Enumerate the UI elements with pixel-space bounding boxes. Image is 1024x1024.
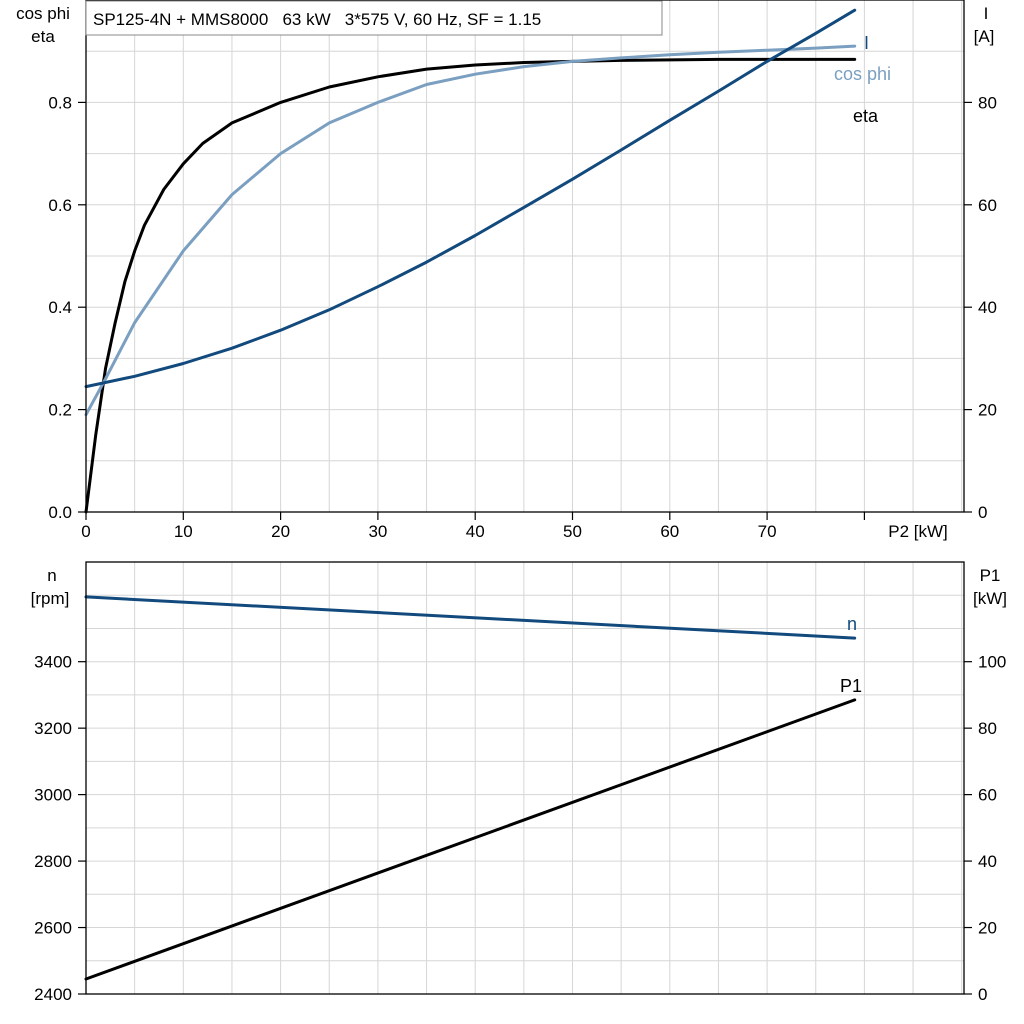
bottom-right-tick-label: 0 bbox=[978, 985, 987, 1004]
top-left-tick-label: 0.8 bbox=[48, 93, 72, 112]
top-right-tick-label: 60 bbox=[978, 196, 997, 215]
bottom-left-tick-label: 2400 bbox=[34, 985, 72, 1004]
bottom-left-axis-label-1: n bbox=[47, 566, 56, 585]
top-left-tick-label: 0.6 bbox=[48, 196, 72, 215]
top-right-tick-label: 0 bbox=[978, 503, 987, 522]
bottom-left-axis-label-2: [rpm] bbox=[31, 589, 70, 608]
x-tick-label: 60 bbox=[660, 522, 679, 541]
bottom-left-tick-label: 2800 bbox=[34, 852, 72, 871]
top-right-tick-label: 40 bbox=[978, 298, 997, 317]
bottom-right-axis-label-1: P1 bbox=[980, 566, 1001, 585]
bottom-left-tick-label: 3400 bbox=[34, 653, 72, 672]
top-left-tick-label: 0.2 bbox=[48, 401, 72, 420]
top-right-axis-label-2: [A] bbox=[974, 27, 995, 46]
series-label-eta: eta bbox=[853, 106, 879, 126]
bottom-right-axis-label-2: [kW] bbox=[973, 589, 1007, 608]
x-axis-label: P2 [kW] bbox=[888, 522, 948, 541]
top-chart-curves bbox=[84, 8, 857, 514]
top-left-tick-label: 0.4 bbox=[48, 298, 72, 317]
top-right-tick-label: 80 bbox=[978, 93, 997, 112]
bottom-right-tick-label: 60 bbox=[978, 786, 997, 805]
x-tick-label: 10 bbox=[174, 522, 193, 541]
bottom-chart-curves bbox=[84, 595, 857, 981]
top-left-axis-label-1: cos phi bbox=[16, 4, 70, 23]
series-line-P1 bbox=[84, 698, 857, 981]
top-left-axis-label-2: eta bbox=[31, 27, 55, 46]
top-right-tick-label: 20 bbox=[978, 401, 997, 420]
x-tick-label: 30 bbox=[368, 522, 387, 541]
top-right-axis-label-1: I bbox=[984, 4, 989, 23]
bottom-left-tick-label: 3000 bbox=[34, 786, 72, 805]
x-tick-label: 70 bbox=[758, 522, 777, 541]
x-tick-label: 40 bbox=[466, 522, 485, 541]
top-left-tick-label: 0.0 bbox=[48, 503, 72, 522]
bottom-chart-frame bbox=[85, 561, 965, 995]
x-tick-label: 0 bbox=[81, 522, 90, 541]
series-line-I bbox=[84, 8, 857, 389]
bottom-right-tick-label: 20 bbox=[978, 919, 997, 938]
x-tick-label: 20 bbox=[271, 522, 290, 541]
bottom-chart-grid bbox=[86, 561, 964, 995]
top-chart-ticks: 0 10 20 30 40 50 60 70 0.0 0.2 0.4 0.6 0.8 0 20 40 60 80 bbox=[48, 93, 997, 541]
series-line-cos-phi bbox=[84, 44, 857, 417]
x-tick-label: 50 bbox=[563, 522, 582, 541]
top-chart-grid bbox=[86, 0, 964, 513]
series-label-I: I bbox=[864, 33, 869, 53]
bottom-left-tick-label: 2600 bbox=[34, 919, 72, 938]
chart-title-box bbox=[85, 0, 663, 36]
series-label-P1: P1 bbox=[840, 676, 862, 696]
bottom-chart-ticks: 2400 2600 2800 3000 3200 3400 0 20 40 60 80 100 bbox=[34, 653, 1006, 1004]
series-line-n bbox=[84, 595, 857, 640]
chart-title: SP125-4N + MMS8000 63 kW 3*575 V, 60 Hz,… bbox=[93, 10, 541, 29]
top-chart-frame bbox=[85, 0, 965, 513]
series-label-n: n bbox=[847, 614, 857, 634]
series-label-cos-phi: cos phi bbox=[834, 64, 891, 84]
series-line-eta bbox=[84, 57, 857, 514]
bottom-left-tick-label: 3200 bbox=[34, 719, 72, 738]
bottom-right-tick-label: 40 bbox=[978, 852, 997, 871]
bottom-right-tick-label: 100 bbox=[978, 653, 1006, 672]
bottom-right-tick-label: 80 bbox=[978, 719, 997, 738]
